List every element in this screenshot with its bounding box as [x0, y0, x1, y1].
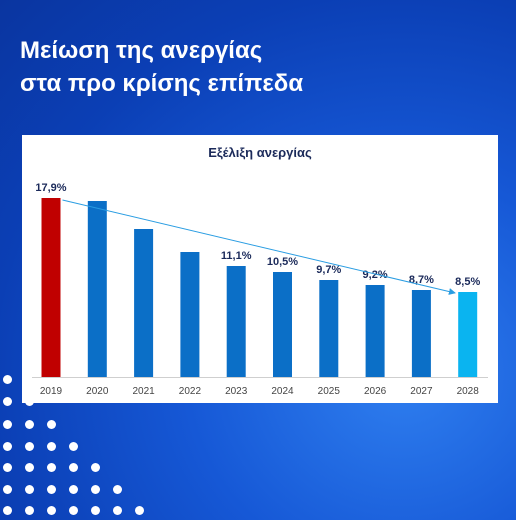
chart-title: Εξέλιξη ανεργίας — [208, 145, 312, 160]
decorative-dot — [91, 463, 100, 472]
decorative-dot — [69, 442, 78, 451]
data-label-2026: 9,2% — [363, 269, 388, 281]
decorative-dot — [113, 506, 122, 515]
headline-line-1: Μείωση της ανεργίας — [20, 37, 263, 64]
decorative-dot — [69, 506, 78, 515]
decorative-dot — [3, 485, 12, 494]
decorative-dot — [47, 420, 56, 429]
decorative-dot — [91, 506, 100, 515]
data-label-2027: 8,7% — [409, 274, 434, 286]
data-label-2028: 8,5% — [455, 276, 480, 288]
bar-2021 — [134, 229, 154, 377]
x-tick-2019: 2019 — [40, 386, 63, 397]
decorative-dot — [47, 463, 56, 472]
x-tick-2024: 2024 — [271, 386, 294, 397]
data-label-2024: 10,5% — [267, 256, 298, 268]
bar-2020 — [87, 201, 107, 377]
bar-2022 — [180, 252, 200, 377]
headline-line-2: στα προ κρίσης επίπεδα — [20, 70, 304, 97]
x-tick-2027: 2027 — [410, 386, 433, 397]
bar-2028 — [458, 292, 478, 377]
trend-arrow — [62, 199, 456, 295]
bar-2019 — [41, 198, 61, 377]
decorative-dot — [25, 420, 34, 429]
bar-2023 — [226, 266, 246, 377]
decorative-dot — [25, 506, 34, 515]
decorative-dot — [69, 485, 78, 494]
x-tick-2020: 2020 — [86, 386, 109, 397]
decorative-dot — [3, 506, 12, 515]
decorative-dot — [3, 463, 12, 472]
data-label-2019: 17,9% — [35, 182, 66, 194]
bar-2025 — [319, 280, 339, 377]
bar-2026 — [365, 285, 385, 377]
data-label-2025: 9,7% — [316, 264, 341, 276]
unemployment-bar-chart: Εξέλιξη ανεργίας 17,9% 2019 2020 2021 2022 11… — [32, 145, 488, 397]
x-tick-2025: 2025 — [318, 386, 341, 397]
x-tick-2023: 2023 — [225, 386, 248, 397]
bar-2024 — [273, 272, 292, 377]
decorative-dot — [3, 420, 12, 429]
decorative-dot — [3, 442, 12, 451]
decorative-dot — [91, 485, 100, 494]
decorative-dot — [25, 442, 34, 451]
decorative-dot — [3, 375, 12, 384]
x-tick-2022: 2022 — [179, 386, 202, 397]
decorative-dot — [47, 442, 56, 451]
x-tick-2026: 2026 — [364, 386, 387, 397]
decorative-dot — [69, 463, 78, 472]
decorative-dot — [113, 485, 122, 494]
bar-2027 — [411, 290, 431, 377]
decorative-dot — [47, 506, 56, 515]
data-label-2023: 11,1% — [221, 250, 252, 262]
decorative-dot — [3, 397, 12, 406]
x-tick-2021: 2021 — [132, 386, 155, 397]
headline: Μείωση της ανεργίας στα προ κρίσης επίπε… — [20, 34, 303, 100]
decorative-dot — [135, 506, 144, 515]
decorative-dot — [47, 485, 56, 494]
decorative-dot — [25, 485, 34, 494]
x-tick-2028: 2028 — [457, 386, 480, 397]
chart-panel: Εξέλιξη ανεργίας 17,9% 2019 2020 2021 2022 11… — [22, 135, 498, 403]
decorative-dot — [25, 463, 34, 472]
